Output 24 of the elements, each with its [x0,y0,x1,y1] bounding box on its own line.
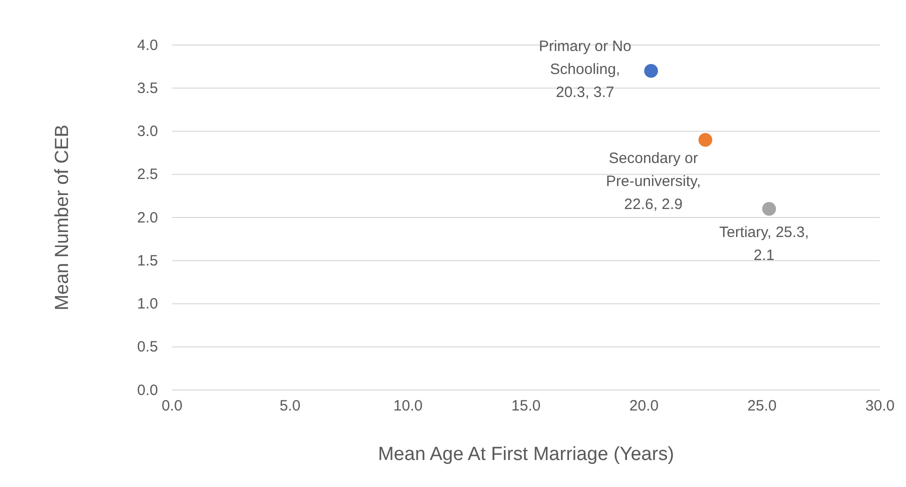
annotation: Primary or No Schooling, 20.3, 3.7 [538,38,632,101]
point [644,64,658,78]
y-tick-label: 0.0 [137,382,158,399]
point [762,202,776,216]
x-tick-label: 0.0 [162,398,182,415]
y-tick-label: 2.0 [137,209,158,226]
annotation: Secondary or Pre-university, 22.6, 2.9 [606,150,701,213]
annotation: Tertiary, 25.3, 2.1 [719,224,809,264]
y-tick-label: 0.5 [137,338,158,356]
x-tick-label: 5.0 [280,398,300,415]
x-tick-label: 15.0 [511,398,541,415]
y-tick-label: 1.0 [137,296,158,313]
x-tick-label: 20.0 [629,398,659,415]
y-tick-label: 4.0 [137,36,158,54]
x-tick-label: 30.0 [865,398,895,415]
x-tick-label: 25.0 [747,398,777,415]
point [698,132,712,147]
x-axis-title: Mean Age At First Marriage (Years) [378,444,674,465]
y-tick-label: 1.5 [137,252,158,270]
y-tick-label: 3.0 [137,123,158,140]
y-axis-title: Mean Number of CEB [52,124,73,310]
y-tick-label: 2.5 [137,166,158,184]
y-tick-label: 3.5 [137,80,158,97]
x-tick-label: 10.0 [393,398,423,415]
